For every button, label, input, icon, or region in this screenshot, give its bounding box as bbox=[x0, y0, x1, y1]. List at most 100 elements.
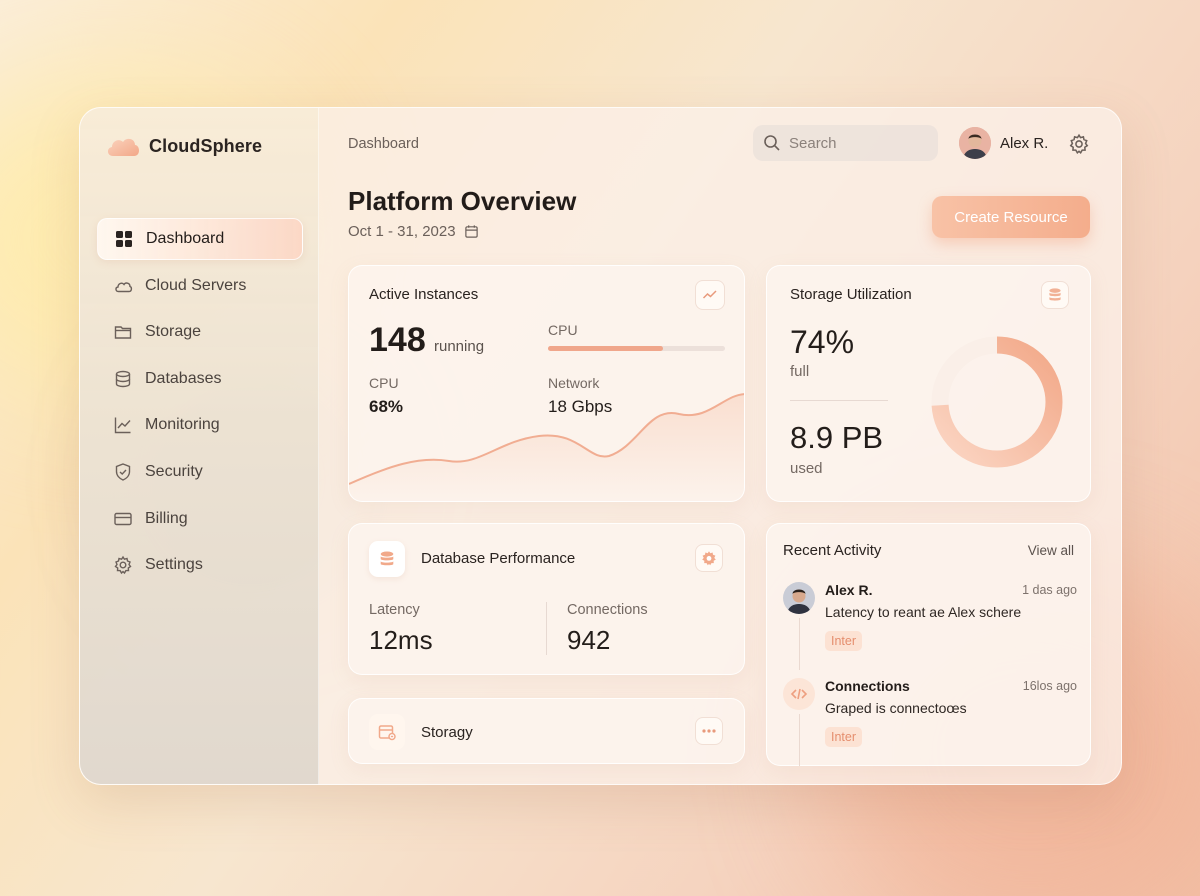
app-window: CloudSphere Dashboard Cloud Servers Stor… bbox=[79, 107, 1122, 785]
trend-area bbox=[349, 394, 744, 501]
avatar bbox=[783, 582, 815, 614]
sidebar-item-label: Cloud Servers bbox=[145, 276, 247, 294]
storage-utilization-title: Storage Utilization bbox=[790, 286, 912, 303]
list-item[interactable]: Alex R. 1 das ago Latency to reant ae Al… bbox=[783, 582, 1077, 670]
cpu-bar-label: CPU bbox=[548, 322, 578, 338]
search-box[interactable] bbox=[753, 125, 938, 161]
sidebar-item-label: Billing bbox=[145, 509, 188, 527]
instances-running-label: running bbox=[434, 338, 485, 355]
cpu-progress-bar bbox=[548, 346, 725, 351]
cloud-icon bbox=[113, 276, 133, 296]
settings-gear-icon[interactable] bbox=[1068, 133, 1090, 155]
recent-activity-card: Recent Activity View all Alex R. 1 das a… bbox=[766, 523, 1091, 766]
storage-donut-arc bbox=[931, 336, 1063, 468]
view-all-link[interactable]: View all bbox=[1027, 543, 1074, 558]
folder-icon bbox=[113, 322, 133, 342]
code-icon-circle bbox=[783, 678, 815, 710]
activity-tag: Inter bbox=[825, 631, 863, 651]
storage-percent: 74% bbox=[790, 324, 855, 360]
storage-icon-box bbox=[369, 714, 405, 750]
user-name: Alex R. bbox=[1000, 134, 1049, 152]
date-range-label: Oct 1 - 31, 2023 bbox=[348, 223, 456, 240]
sidebar-item-storage[interactable]: Storage bbox=[97, 311, 303, 353]
sidebar-item-dashboard[interactable]: Dashboard bbox=[97, 218, 303, 260]
calendar-icon bbox=[464, 225, 478, 238]
sidebar: CloudSphere Dashboard Cloud Servers Stor… bbox=[80, 108, 319, 784]
storage-percent-caption: full bbox=[790, 363, 810, 380]
main-content: Dashboard Alex R. Platform Overview Oct … bbox=[319, 108, 1121, 784]
sidebar-item-label: Dashboard bbox=[146, 230, 225, 247]
avatar bbox=[959, 127, 991, 159]
trend-line bbox=[349, 393, 744, 485]
database-icon bbox=[113, 369, 133, 389]
instances-trend-chart bbox=[349, 393, 744, 501]
gear-icon bbox=[702, 551, 716, 566]
activity-name: Connections bbox=[825, 678, 910, 694]
recent-activity-title: Recent Activity bbox=[783, 542, 882, 559]
storage-donut-chart bbox=[931, 336, 1063, 468]
active-instances-title: Active Instances bbox=[369, 286, 479, 303]
latency-value: 12ms bbox=[369, 625, 433, 655]
timeline-connector bbox=[799, 618, 800, 670]
shield-icon bbox=[113, 462, 133, 482]
user-menu[interactable]: Alex R. bbox=[959, 127, 1048, 159]
storage-used-caption: used bbox=[790, 460, 823, 477]
instances-count: 148 bbox=[369, 321, 426, 359]
brand[interactable]: CloudSphere bbox=[105, 134, 262, 158]
timeline-connector bbox=[799, 714, 800, 766]
storage-used: 8.9 PB bbox=[790, 420, 884, 455]
cpu-label: CPU bbox=[369, 375, 399, 391]
sidebar-item-label: Databases bbox=[145, 369, 222, 387]
divider bbox=[790, 400, 888, 401]
activity-description: Latency to reant ae Alex schere bbox=[825, 604, 1022, 620]
db-settings-button[interactable] bbox=[695, 544, 723, 572]
storage-drive-icon bbox=[378, 725, 396, 741]
database-icon bbox=[380, 551, 394, 566]
search-input[interactable] bbox=[789, 134, 929, 152]
latency-label: Latency bbox=[369, 602, 420, 618]
sidebar-item-label: Monitoring bbox=[145, 416, 220, 434]
divider bbox=[546, 602, 547, 655]
connections-label: Connections bbox=[567, 602, 648, 618]
breadcrumb[interactable]: Dashboard bbox=[348, 136, 419, 152]
code-icon bbox=[790, 688, 808, 700]
create-resource-button[interactable]: Create Resource bbox=[932, 196, 1090, 238]
chart-line-icon bbox=[113, 415, 133, 435]
trend-icon bbox=[702, 290, 717, 299]
sidebar-item-cloud-servers[interactable]: Cloud Servers bbox=[97, 265, 303, 307]
connections-value: 942 bbox=[567, 625, 611, 655]
cpu-value: 68% bbox=[369, 397, 404, 416]
activity-time: 16los ago bbox=[1022, 679, 1077, 693]
storage-utilization-card: Storage Utilization 74% full 8.9 PB used bbox=[766, 265, 1091, 502]
page-title: Platform Overview bbox=[348, 186, 577, 216]
cloud-logo-icon bbox=[107, 138, 139, 156]
credit-card-icon bbox=[113, 509, 133, 529]
network-value: 18 Gbps bbox=[548, 397, 613, 416]
sidebar-item-settings[interactable]: Settings bbox=[97, 544, 303, 586]
gear-icon bbox=[113, 555, 133, 575]
database-icon bbox=[1049, 288, 1061, 301]
list-item[interactable]: Connections 16los ago Graped is connecto… bbox=[783, 678, 1077, 766]
database-icon-box bbox=[369, 541, 405, 577]
trend-button[interactable] bbox=[695, 280, 725, 310]
storage-db-button[interactable] bbox=[1041, 281, 1069, 309]
active-instances-card: Active Instances 148 running CPU CPU 68%… bbox=[348, 265, 745, 502]
search-icon bbox=[764, 135, 780, 151]
sidebar-item-label: Security bbox=[145, 462, 203, 480]
date-range-picker[interactable]: Oct 1 - 31, 2023 bbox=[348, 223, 479, 240]
more-dots-icon bbox=[702, 729, 716, 733]
sidebar-item-databases[interactable]: Databases bbox=[97, 358, 303, 400]
brand-name: CloudSphere bbox=[149, 135, 263, 156]
sidebar-item-billing[interactable]: Billing bbox=[97, 498, 303, 540]
activity-tag: Inter bbox=[825, 727, 863, 747]
storagy-title: Storagy bbox=[421, 724, 473, 741]
sidebar-item-security[interactable]: Security bbox=[97, 451, 303, 493]
database-performance-card: Database Performance Latency 12ms Connec… bbox=[348, 523, 745, 675]
activity-time: 1 das ago bbox=[1022, 583, 1077, 597]
sidebar-item-monitoring[interactable]: Monitoring bbox=[97, 404, 303, 446]
sidebar-item-label: Storage bbox=[145, 323, 202, 341]
storagy-card: Storagy bbox=[348, 698, 745, 764]
sidebar-nav: Dashboard Cloud Servers Storage Database… bbox=[97, 218, 303, 591]
grid-icon bbox=[114, 229, 134, 249]
more-options-button[interactable] bbox=[695, 717, 723, 745]
